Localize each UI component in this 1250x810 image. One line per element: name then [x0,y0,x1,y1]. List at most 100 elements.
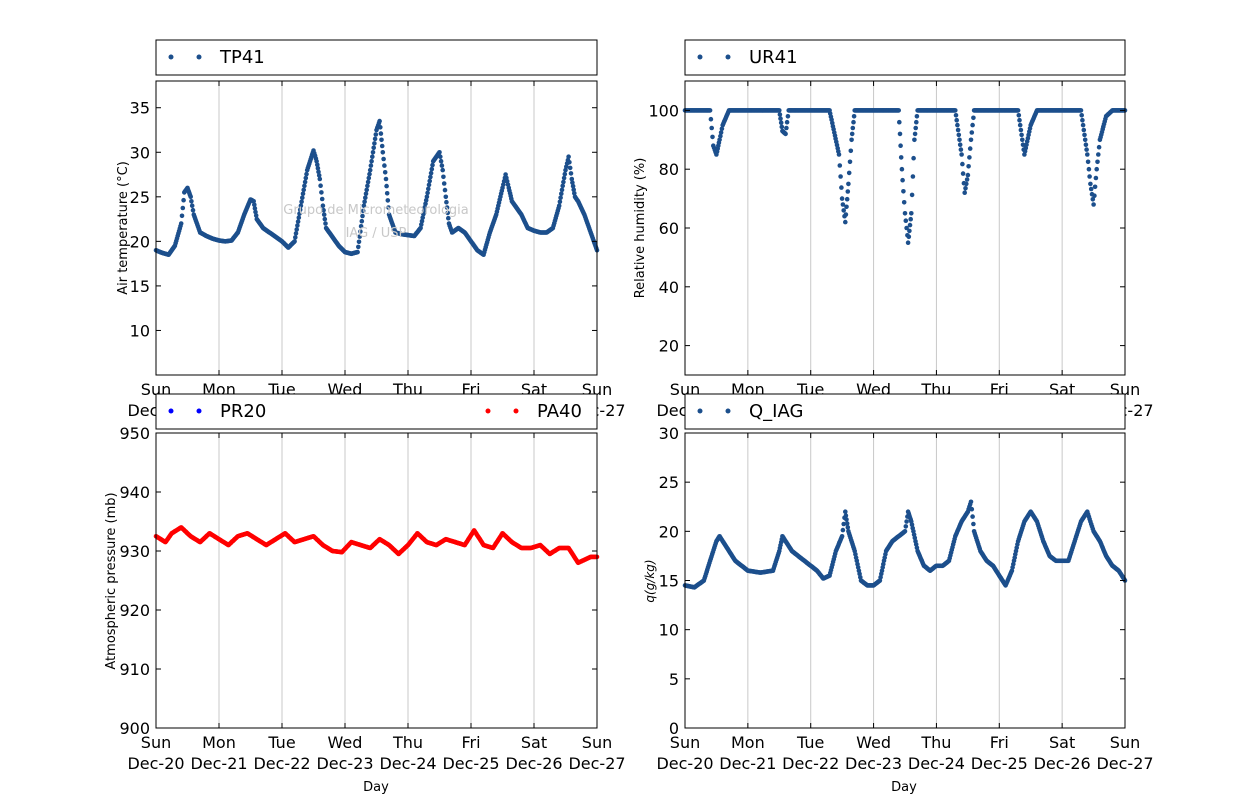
legend-box: UR41 [684,39,1126,76]
y-axis-label: Air temperature (°C) [116,161,131,295]
data-point [844,517,849,522]
y-tick-label: 25 [130,188,150,207]
data-point [912,137,917,143]
plot-frame [155,432,598,729]
data-point [381,156,386,162]
data-point [383,176,389,182]
data-point [365,179,371,185]
data-point [954,117,959,123]
data-point [844,196,850,202]
data-point [441,174,446,180]
x-tick-date: Dec-20 [656,754,713,773]
legend-marker-q-iag [697,408,703,414]
data-point [189,203,195,208]
data-point [718,130,724,135]
data-point [899,166,905,172]
data-point [370,150,376,155]
data-point [843,509,848,514]
y-tick-label: 30 [130,143,150,162]
legend-marker-tp41 [196,54,202,60]
y-tick-label: 80 [659,160,679,179]
data-point [906,234,912,240]
data-point [302,183,307,189]
data-point [717,137,722,143]
x-tick-date: Dec-23 [316,754,373,773]
y-tick-label: 35 [130,99,150,118]
data-point [955,122,960,128]
data-point [320,203,326,208]
legend-marker-pa40 [513,408,519,414]
y-tick-label: 10 [130,321,150,340]
data-point [1020,142,1026,147]
data-point [953,108,958,113]
legend-marker-ur41 [697,54,703,60]
data-point [1078,108,1084,113]
data-point [1088,186,1094,192]
data-point [908,216,913,222]
data-point [373,132,379,137]
data-point [1087,174,1092,179]
y-tick-label: 910 [119,660,150,679]
data-point [1081,127,1087,133]
x-tick-day: Sat [521,733,547,752]
data-point [1096,152,1101,157]
x-tick-day: Mon [202,733,236,752]
data-point [718,133,723,139]
data-point [366,175,372,181]
data-point [379,137,384,143]
data-point [907,222,913,228]
data-point [304,171,309,177]
data-point [438,154,443,159]
y-tick-label: 60 [659,219,679,238]
data-point [562,171,568,177]
data-point [372,141,377,146]
x-tick-date: Dec-27 [1096,754,1153,773]
data-point [445,210,451,216]
data-point [316,169,321,175]
legend-marker-q-iag [725,408,731,414]
data-point [294,227,300,232]
legend-box: Q_IAG [684,393,1126,430]
data-point [1082,137,1088,143]
data-point [839,196,845,201]
data-point [779,124,785,130]
data-point [847,159,853,165]
x-tick-date: Dec-26 [1034,754,1091,773]
data-point [913,125,918,131]
data-point [849,131,855,137]
data-point [966,164,971,169]
data-point [321,207,326,213]
data-point [188,194,193,200]
data-point [380,150,386,155]
data-point [426,186,431,192]
data-point [384,191,390,196]
y-tick-label: 20 [659,522,679,541]
data-point [836,152,842,157]
y-tick-label: 950 [119,424,150,443]
data-point [1086,166,1092,172]
data-point [837,163,843,168]
y-tick-label: 5 [669,670,679,689]
data-point [364,187,370,193]
data-point [429,166,435,172]
legend-marker-ur41 [725,54,731,60]
data-point [427,178,433,184]
data-point [358,224,364,229]
data-point [322,216,328,222]
data-point [386,205,391,210]
data-point [1080,117,1085,123]
data-point [903,524,909,529]
data-point [567,160,572,165]
watermark-line1: Grupo de Micrometeorologia [283,203,469,218]
data-point [252,206,258,211]
data-point [840,202,846,207]
data-point [419,218,425,224]
data-point [420,215,426,220]
data-point [1091,202,1096,207]
data-point [849,137,854,143]
data-point [370,154,375,159]
x-tick-date: Dec-26 [505,754,562,773]
data-point [561,179,566,185]
data-point [912,131,918,137]
data-point [356,239,362,245]
